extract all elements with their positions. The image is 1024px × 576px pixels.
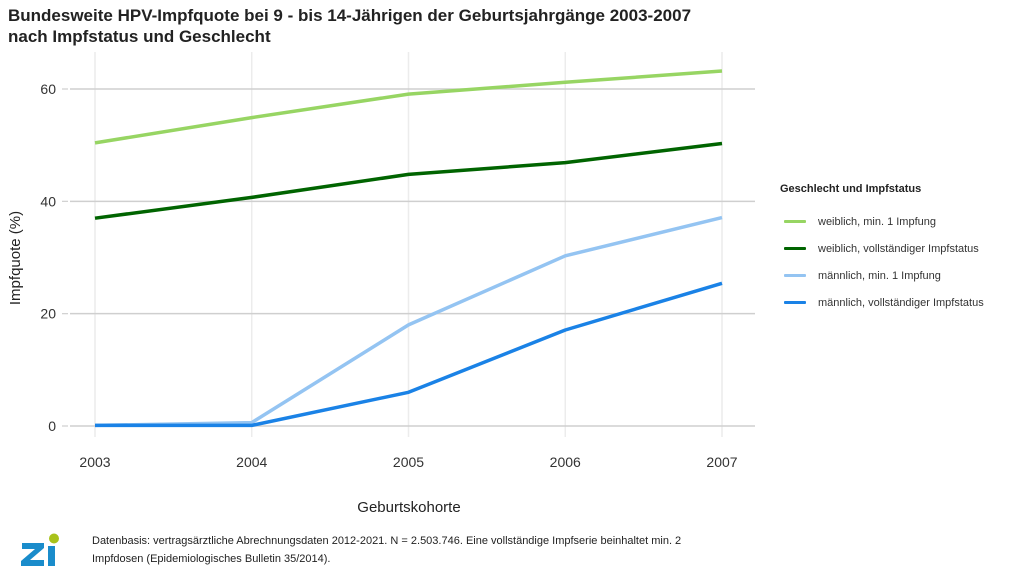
x-gridlines	[94, 52, 723, 437]
legend-swatch	[784, 301, 806, 304]
chart-title: Bundesweite HPV-Impfquote bei 9 - bis 14…	[8, 5, 691, 47]
x-tick-label: 2007	[706, 454, 737, 470]
x-axis-title: Geburtskohorte	[357, 499, 460, 516]
legend-label: weiblich, min. 1 Impfung	[818, 215, 936, 228]
x-tick-label: 2003	[79, 454, 110, 470]
legend-title: Geschlecht und Impfstatus	[780, 183, 922, 195]
zi-logo	[21, 533, 59, 566]
footer-note: Datenbasis: vertragsärztliche Abrechnung…	[92, 535, 682, 565]
x-tick-label: 2006	[550, 454, 581, 470]
legend-label: männlich, min. 1 Impfung	[818, 269, 941, 282]
legend-item: männlich, min. 1 Impfung	[780, 262, 984, 289]
legend-item: weiblich, min. 1 Impfung	[780, 208, 984, 235]
series-line-3	[94, 215, 723, 428]
logo-letter-i-dot	[49, 533, 59, 544]
legend-swatch	[784, 274, 806, 277]
series-line-4	[95, 281, 723, 428]
legend-item: männlich, vollständiger Impfstatus	[780, 289, 984, 316]
y-axis-ticks	[62, 88, 68, 427]
logo-letter-z	[21, 543, 44, 566]
y-axis-title: Impfquote (%)	[7, 211, 24, 305]
legend-label: männlich, vollständiger Impfstatus	[818, 296, 984, 309]
series-lines	[94, 69, 723, 428]
x-tick-label: 2004	[236, 454, 267, 470]
legend: Geschlecht und Impfstatus weiblich, min.…	[780, 183, 984, 316]
y-tick-label: 20	[40, 306, 56, 322]
legend-swatch	[784, 220, 806, 223]
y-gridlines	[70, 88, 755, 427]
y-tick-labels: 0 20 40 60	[40, 81, 56, 434]
y-tick-label: 60	[40, 81, 56, 97]
legend-swatch	[784, 247, 806, 250]
legend-item: weiblich, vollständiger Impfstatus	[780, 235, 984, 262]
legend-items: weiblich, min. 1 Impfung weiblich, vollst…	[780, 208, 984, 316]
chart-title-line-1: Bundesweite HPV-Impfquote bei 9 - bis 14…	[8, 6, 692, 25]
series-line-1	[94, 69, 723, 145]
y-tick-label: 40	[40, 193, 56, 209]
x-tick-labels: 2003 2004 2005 2006 2007	[79, 454, 737, 470]
series-line-2	[94, 141, 723, 220]
y-tick-label: 0	[48, 418, 56, 434]
legend-label: weiblich, vollständiger Impfstatus	[818, 242, 979, 255]
logo-letter-i-stem	[48, 546, 55, 566]
chart-title-line-2: nach Impfstatus und Geschlecht	[8, 27, 271, 46]
x-tick-label: 2005	[393, 454, 424, 470]
